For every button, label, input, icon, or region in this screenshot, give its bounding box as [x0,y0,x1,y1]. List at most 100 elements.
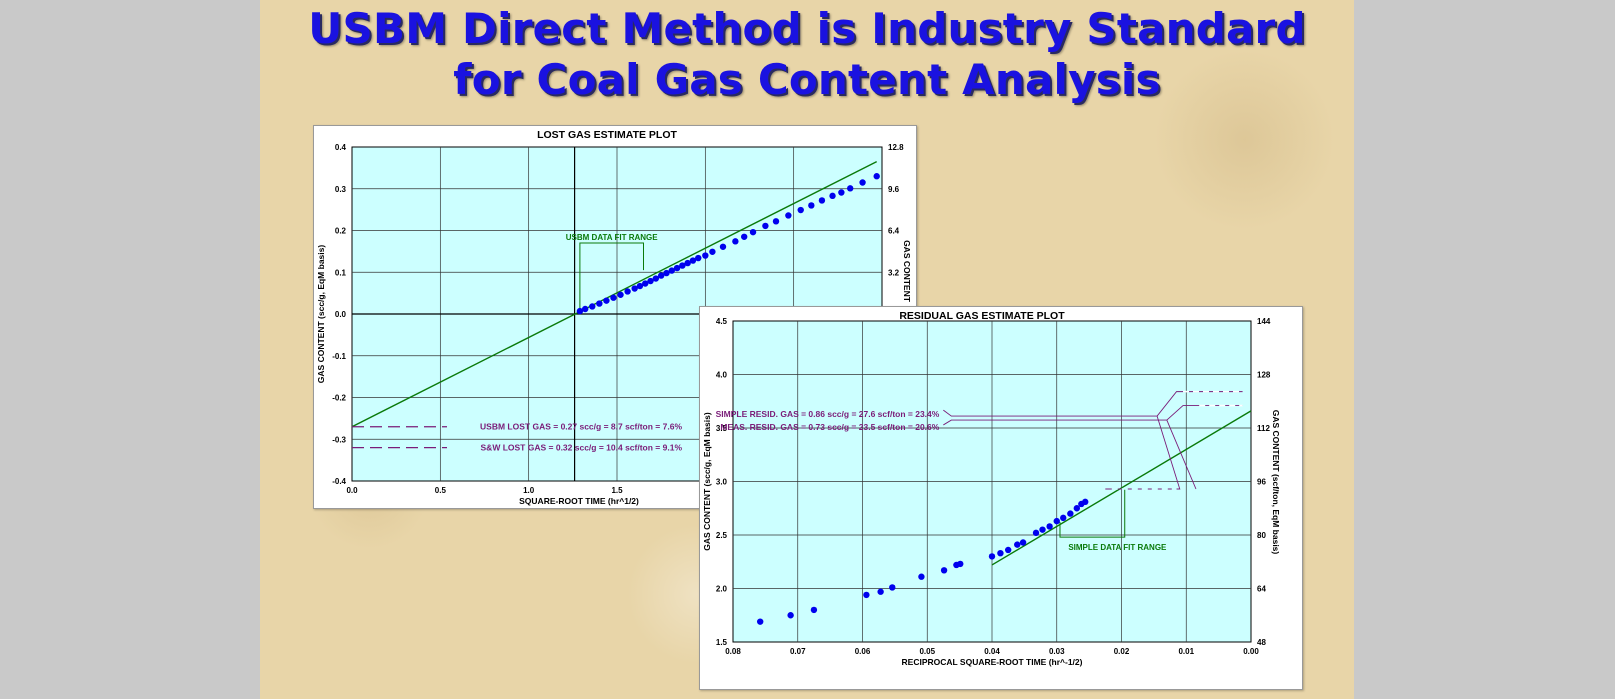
data-point [624,288,631,295]
usbm-fit-line [351,160,878,428]
data-point [647,277,654,285]
data-point [631,285,638,292]
x-tick-label: 0.01 [1178,647,1194,656]
data-point [663,269,670,277]
y-tick-label: 4.0 [716,371,728,380]
x-tick-label: 1.0 [523,486,535,495]
data-point [617,291,624,298]
data-point [818,197,826,204]
data-point [673,264,681,272]
y-tick-label: -0.4 [332,477,346,486]
x-tick-label: 0.04 [984,647,1000,656]
y2-tick-label: 96 [1257,478,1266,487]
x-tick-label: 0.5 [435,486,447,495]
data-point [889,584,896,591]
data-point [589,303,596,310]
y-axis-label: GAS CONTENT (scc/g, EqM basis) [316,245,326,384]
data-point [1019,539,1027,546]
data-point [1053,517,1060,525]
data-point [863,591,870,599]
data-point [610,294,617,301]
y-tick-label: 0.0 [335,310,347,319]
y2-tick-label: 64 [1257,585,1266,594]
chart-title: RESIDUAL GAS ESTIMATE PLOT [899,310,1065,322]
data-point [657,272,665,279]
fit-range-bracket [1059,488,1126,538]
y2-tick-label: 80 [1257,531,1266,540]
y-tick-label: -0.2 [332,394,346,403]
data-point [957,560,964,568]
data-point [668,267,675,274]
residual-gas-plot-svg: RESIDUAL GAS ESTIMATE PLOT 4.5 4.0 3.5 3.0 2.… [702,310,1281,667]
data-point [785,212,792,219]
data-point [787,612,794,619]
data-point [1073,505,1081,512]
data-point [1004,546,1012,554]
y2-axis-label: GAS CONTENT [902,240,912,303]
y-axis-label: GAS CONTENT (scc/g, EqM basis) [702,412,712,551]
lost-gas-estimate-label: USBM LOST GAS = 0.27 scc/g = 8.7 scf/ton… [480,422,682,432]
data-point [772,218,780,225]
slide-title-line-1: USBM Direct Method is Industry Standard [308,4,1306,53]
data-point [1014,541,1021,548]
data-point [762,222,769,230]
data-point [684,259,691,267]
data-point [719,243,727,250]
y2-tick-label: 48 [1257,638,1266,647]
data-point [636,282,644,290]
meas-resid-lower-connector [1105,415,1181,490]
x-tick-label: 0.05 [919,647,935,656]
data-point [576,307,584,315]
data-point [877,588,884,595]
x-tick-label: 0.03 [1049,647,1065,656]
data-point [808,202,815,209]
data-point [810,606,818,614]
fit-range-bracket [579,242,644,312]
data-point [679,262,686,269]
data-point [702,252,709,259]
y-tick-label: 1.5 [716,638,728,647]
data-point [859,179,866,186]
x-axis-label: SQUARE-ROOT TIME (hr^1/2) [519,496,639,506]
data-point [1046,523,1053,530]
x-tick-label: 0.0 [346,486,358,495]
y2-tick-label: 12.8 [888,143,904,152]
data-point [1032,529,1040,537]
y2-tick-label: 9.6 [888,185,900,194]
data-point [596,300,603,307]
data-point [749,228,757,236]
y-tick-label: 0.4 [335,143,347,152]
x-tick-label: 0.02 [1114,647,1130,656]
x-tick-label: 1.5 [611,486,623,495]
y-tick-label: -0.1 [332,352,346,361]
data-point [988,553,996,560]
data-point [709,248,716,255]
x-tick-label: 0.08 [725,647,741,656]
data-point [997,549,1004,557]
y2-tick-label: 144 [1257,317,1271,326]
y-tick-label: 0.2 [335,227,347,236]
data-point [1067,510,1074,517]
lost-gas-estimate-label: S&W LOST GAS = 0.32 scc/g = 10.4 scf/ton… [481,443,683,453]
x-tick-label: 0.07 [790,647,806,656]
data-point [1039,526,1046,533]
data-point [918,573,925,580]
y-tick-label: 0.1 [335,268,347,277]
slide-title-line-2: for Coal Gas Content Analysis [453,55,1161,104]
data-point [689,257,697,264]
y2-tick-label: 3.2 [888,268,900,277]
data-point [873,173,880,180]
y-tick-label: 2.0 [716,585,728,594]
data-point [642,280,649,287]
y-tick-label: 3.5 [716,424,728,433]
y-tick-label: 0.3 [335,185,347,194]
y-tick-label: 2.5 [716,531,728,540]
residual-estimate-label: SIMPLE RESID. GAS = 0.86 scc/g = 27.6 sc… [716,409,940,419]
data-point [940,567,948,574]
chart-title: LOST GAS ESTIMATE PLOT [537,129,677,141]
y-tick-label: -0.3 [332,435,346,444]
data-point [829,192,836,200]
fit-range-label: SIMPLE DATA FIT RANGE [1068,543,1167,552]
data-point [732,238,739,245]
y2-tick-label: 112 [1257,424,1270,433]
